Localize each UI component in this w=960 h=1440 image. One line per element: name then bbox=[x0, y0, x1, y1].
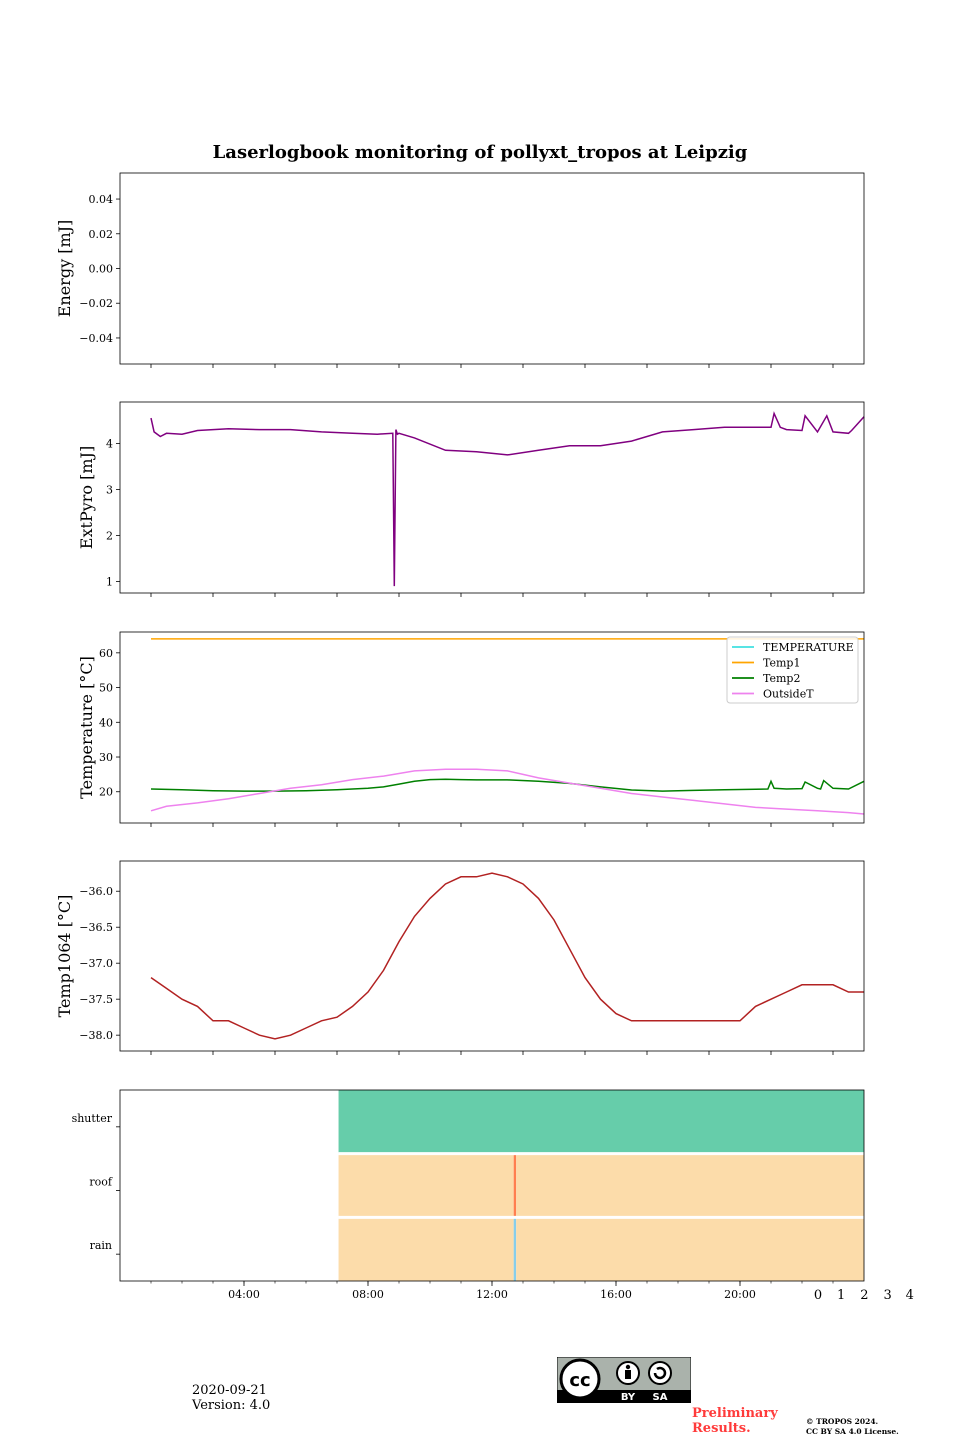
colorbar: 0 1 2 3 4 bbox=[814, 1288, 914, 1300]
y-tick-label: −36.0 bbox=[79, 885, 113, 898]
y-tick-label: 30 bbox=[99, 751, 113, 764]
y-tick-label: 3 bbox=[106, 483, 113, 496]
y-tick-label: 1 bbox=[106, 575, 113, 588]
y-tick-label: −0.04 bbox=[79, 332, 113, 345]
y-tick-label: −0.02 bbox=[79, 297, 113, 310]
y-axis-label: ExtPyro [mJ] bbox=[77, 446, 96, 549]
colorbar-label-4: 4 bbox=[906, 1288, 914, 1300]
series-line-outsidet bbox=[150, 768, 865, 815]
date-label: 2020-09-21 bbox=[192, 1383, 267, 1398]
legend: TEMPERATURE Temp1 Temp2 OutsideT bbox=[726, 636, 859, 704]
cc-mark: cc bbox=[569, 1370, 590, 1391]
panel-energy: 0.04 0.02 0.00 −0.02 −0.04 Energy [mJ] bbox=[55, 172, 865, 368]
y-tick-label: 0.04 bbox=[89, 193, 114, 206]
chart-title: Laserlogbook monitoring of pollyxt_tropo… bbox=[213, 142, 748, 163]
y-tick-label: −37.5 bbox=[79, 993, 113, 1006]
by-label: BY bbox=[621, 1392, 636, 1403]
legend-label-temp2: Temp2 bbox=[763, 672, 800, 685]
plot-frame bbox=[119, 860, 865, 1052]
legend-label-temp1: Temp1 bbox=[763, 657, 800, 670]
y-tick-label: −38.0 bbox=[79, 1029, 113, 1042]
row-label-shutter: shutter bbox=[72, 1112, 113, 1125]
by-icon bbox=[616, 1361, 640, 1385]
figure: Laserlogbook monitoring of pollyxt_tropo… bbox=[55, 142, 914, 1300]
y-tick-label: 50 bbox=[99, 682, 113, 695]
panel-extpyro: 1 2 3 4 ExtPyro [mJ] bbox=[77, 401, 865, 597]
status-cell-roof bbox=[513, 1153, 517, 1218]
y-tick-label: −37.0 bbox=[79, 957, 113, 970]
status-cell-shutter bbox=[338, 1090, 864, 1154]
panel-status: shutter roof rain 04:00 08:00 12:00 16:00 20:00… bbox=[72, 1089, 914, 1300]
legend-label-outsidet: OutsideT bbox=[763, 688, 814, 701]
status-cell-roof bbox=[516, 1153, 864, 1218]
status-cell-rain bbox=[516, 1217, 864, 1281]
colorbar-label-0: 0 bbox=[814, 1288, 822, 1300]
x-tick-label: 12:00 bbox=[476, 1288, 508, 1300]
x-tick-label: 08:00 bbox=[352, 1288, 384, 1300]
cc-license-badge: cc BY SA bbox=[557, 1357, 691, 1403]
row-label-rain: rain bbox=[90, 1239, 112, 1252]
preliminary-line-1: Preliminary bbox=[692, 1406, 778, 1421]
version-label: Version: 4.0 bbox=[192, 1398, 271, 1413]
sa-icon bbox=[648, 1361, 672, 1385]
status-cell-rain bbox=[513, 1217, 517, 1281]
plot-frame bbox=[119, 172, 865, 365]
footer-info: 2020-09-21 Version: 4.0 bbox=[192, 1383, 270, 1413]
y-tick-label: 4 bbox=[106, 437, 113, 450]
y-tick-label: 40 bbox=[99, 716, 113, 729]
row-label-roof: roof bbox=[89, 1176, 113, 1189]
plot-frame bbox=[119, 631, 865, 824]
y-tick-label: 20 bbox=[99, 786, 113, 799]
cc-icon: cc bbox=[559, 1358, 601, 1400]
sa-label: SA bbox=[653, 1392, 668, 1403]
colorbar-label-3: 3 bbox=[883, 1288, 891, 1300]
y-axis-label: Energy [mJ] bbox=[55, 220, 74, 318]
preliminary-note: Preliminary Results. bbox=[692, 1406, 778, 1436]
y-axis-label: Temp1064 [°C] bbox=[55, 895, 74, 1018]
y-tick-label: 0.00 bbox=[89, 263, 114, 276]
status-cell-rain bbox=[338, 1217, 514, 1281]
legend-label-temperature: TEMPERATURE bbox=[763, 641, 854, 654]
x-tick-label: 20:00 bbox=[724, 1288, 756, 1300]
copyright-line-2: CC BY SA 4.0 License. bbox=[806, 1427, 899, 1436]
colorbar-label-2: 2 bbox=[860, 1288, 868, 1300]
y-tick-label: −36.5 bbox=[79, 921, 113, 934]
series-line-temp2 bbox=[150, 778, 865, 792]
y-tick-label: 0.02 bbox=[89, 228, 114, 241]
y-axis-label: Temperature [°C] bbox=[77, 656, 96, 799]
legend-box bbox=[726, 636, 859, 704]
copyright-note: © TROPOS 2024. CC BY SA 4.0 License. bbox=[806, 1417, 899, 1437]
y-tick-label: 60 bbox=[99, 647, 113, 660]
preliminary-line-2: Results. bbox=[692, 1421, 751, 1436]
series-line-extpyro bbox=[150, 411, 865, 587]
panel-temp1064: −36.0 −36.5 −37.0 −37.5 −38.0 Temp1064 [°C] bbox=[55, 860, 865, 1055]
x-tick-label: 04:00 bbox=[228, 1288, 260, 1300]
plot-frame bbox=[119, 401, 865, 594]
y-tick-label: 2 bbox=[106, 529, 113, 542]
copyright-line-1: © TROPOS 2024. bbox=[806, 1417, 879, 1426]
x-tick-label: 16:00 bbox=[600, 1288, 632, 1300]
series-line-temp1064 bbox=[150, 872, 864, 1040]
status-cell-roof bbox=[338, 1153, 514, 1218]
colorbar-label-1: 1 bbox=[837, 1288, 845, 1300]
